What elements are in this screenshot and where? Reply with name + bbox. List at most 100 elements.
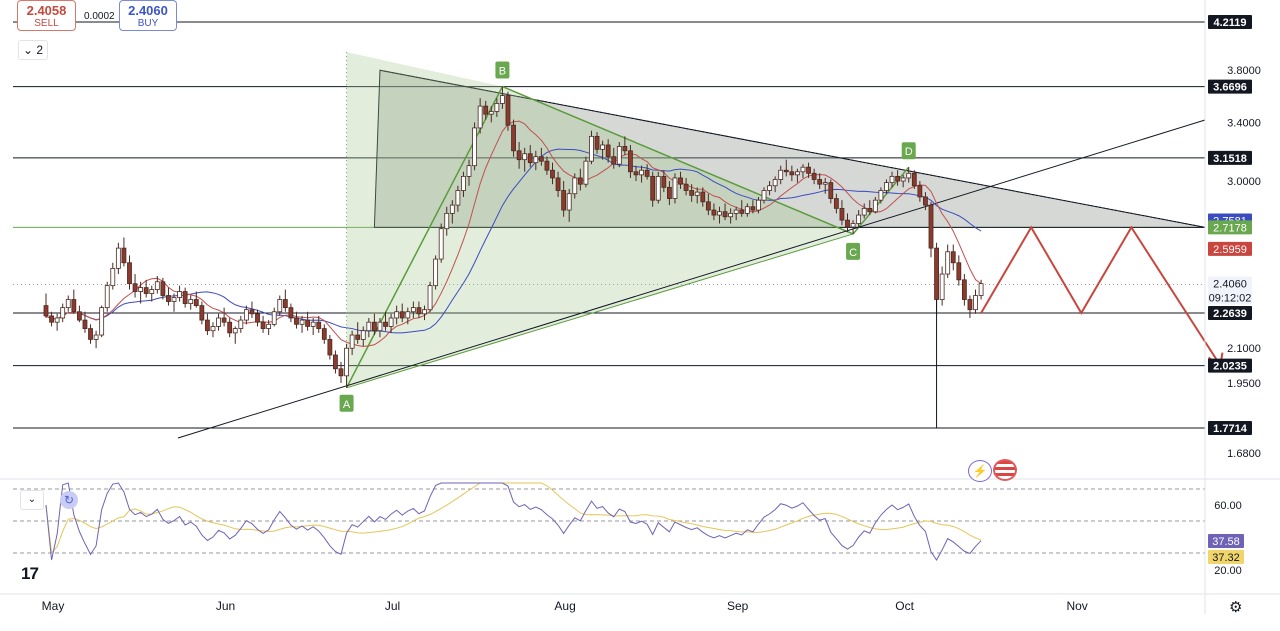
candle-body <box>967 299 973 311</box>
candle-body <box>756 199 761 211</box>
candle-body <box>299 319 305 325</box>
candle-body <box>739 209 745 214</box>
candle-body <box>360 330 366 340</box>
sell-label: SELL <box>34 18 59 29</box>
candle-body <box>889 175 895 184</box>
candle-body <box>934 247 939 300</box>
candle-body <box>845 219 850 228</box>
rsi-label-bg <box>1208 550 1244 564</box>
candle-body <box>939 273 945 300</box>
candle-body <box>54 317 60 323</box>
buy-price: 2.4060 <box>128 3 168 18</box>
candle-body <box>783 169 789 173</box>
price-label-bg <box>1208 241 1252 256</box>
candle-body <box>555 177 561 191</box>
candles <box>43 86 984 428</box>
candle-body <box>260 321 266 329</box>
candle-body <box>895 175 900 182</box>
candle-body <box>149 289 155 294</box>
candle-body <box>344 347 349 377</box>
candle-body <box>806 166 811 174</box>
candle-body <box>227 321 233 334</box>
candle-body <box>154 281 160 290</box>
price-label: 2.2639 <box>1213 308 1247 320</box>
price-tick: 3.8000 <box>1227 65 1261 77</box>
candle-body <box>422 309 427 315</box>
price-label: 2.4060 <box>1213 278 1247 290</box>
candle-body <box>911 172 917 187</box>
candle-body <box>388 317 394 327</box>
price-tick: 2.1000 <box>1227 343 1261 355</box>
candle-body <box>650 175 656 201</box>
candle-body <box>193 299 199 306</box>
candle-body <box>973 295 978 311</box>
candle-body <box>583 160 589 185</box>
price-tick: 1.9500 <box>1227 378 1261 390</box>
sell-button[interactable]: 2.4058 SELL <box>17 0 76 31</box>
candle-body <box>88 328 93 340</box>
flash-icon[interactable]: ⚡ <box>968 460 992 482</box>
candle-body <box>238 319 244 329</box>
candle-body <box>76 311 82 321</box>
candle-body <box>210 326 216 332</box>
candle-body <box>795 171 800 176</box>
candle-body <box>93 334 99 340</box>
candle-body <box>171 297 177 302</box>
candle-body <box>115 247 121 269</box>
candle-body <box>288 307 294 319</box>
candle-body <box>383 321 388 327</box>
spread-value: 0.0002 <box>84 11 115 22</box>
candle-body <box>900 177 906 182</box>
candle-body <box>722 211 728 218</box>
candle-body <box>444 212 450 230</box>
candle-body <box>266 323 272 329</box>
us-flag-icon[interactable] <box>993 459 1017 481</box>
settings-icon[interactable]: ⚙ <box>1229 599 1243 616</box>
tradingview-logo[interactable]: 17 <box>21 564 39 583</box>
candle-body <box>705 201 711 211</box>
price-label: 3.6696 <box>1213 82 1247 94</box>
candle-body <box>366 321 372 332</box>
candle-body <box>577 177 583 185</box>
candle-body <box>166 295 171 302</box>
pattern-label-c-bg <box>846 242 861 260</box>
candle-body <box>511 124 516 152</box>
price-label: 1.7714 <box>1213 423 1248 435</box>
candle-body <box>767 185 772 191</box>
candle-body <box>316 321 322 329</box>
candle-body <box>750 206 756 211</box>
candle-body <box>255 313 260 323</box>
rsi-label: 37.58 <box>1212 536 1240 548</box>
refresh-icon[interactable]: ↻ <box>60 491 78 509</box>
candle-body <box>494 103 500 112</box>
candle-body <box>789 171 795 176</box>
price-label-bg <box>1208 15 1252 29</box>
candle-body <box>500 95 505 104</box>
price-label: 09:12:02 <box>1209 292 1252 304</box>
rsi-collapse-button[interactable]: ⌄ <box>20 490 44 510</box>
price-label-bg <box>1208 290 1252 305</box>
candle-body <box>49 315 54 323</box>
candle-body <box>110 267 116 287</box>
candle-body <box>572 177 578 195</box>
candle-body <box>527 153 533 164</box>
time-tick: Jul <box>385 599 400 613</box>
indicators-toggle[interactable]: ⌄ 2 <box>18 40 48 60</box>
candle-body <box>683 183 689 191</box>
candle-body <box>945 251 951 275</box>
candle-body <box>594 135 600 150</box>
candle-body <box>99 307 105 336</box>
candle-body <box>305 319 311 327</box>
buy-button[interactable]: 2.4060 BUY <box>119 0 177 31</box>
candle-body <box>221 317 227 323</box>
candle-body <box>199 305 205 321</box>
candle-body <box>321 328 327 340</box>
candle-body <box>216 317 221 327</box>
candle-body <box>566 193 572 211</box>
candle-body <box>277 299 283 313</box>
candle-body <box>856 214 862 224</box>
candle-body <box>961 279 967 300</box>
time-tick: Aug <box>554 599 575 613</box>
time-tick: Nov <box>1066 599 1087 613</box>
